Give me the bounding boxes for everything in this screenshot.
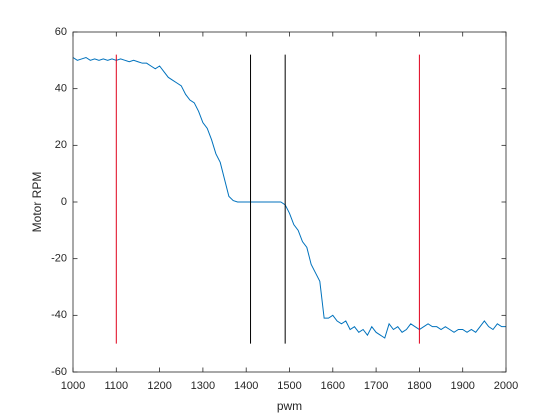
data-line (72, 56, 506, 339)
y-tick-label: 0 (61, 196, 67, 208)
x-tick-label: 2000 (494, 380, 518, 392)
plot-box (72, 31, 507, 373)
x-axis-label: pwm (277, 399, 302, 413)
y-tick-label: 60 (55, 26, 67, 38)
y-tick-label: -60 (51, 366, 67, 378)
x-tick-label: 1000 (61, 380, 85, 392)
y-tick-label: -20 (51, 253, 67, 265)
x-tick-label: 1900 (450, 380, 474, 392)
x-tick-label: 1200 (147, 380, 171, 392)
x-tick-label: 1500 (277, 380, 301, 392)
x-tick-label: 1800 (407, 380, 431, 392)
x-tick-label: 1700 (364, 380, 388, 392)
x-tick-label: 1300 (191, 380, 215, 392)
x-tick-label: 1100 (104, 380, 128, 392)
x-tick-label: 1400 (234, 380, 258, 392)
y-tick-label: 20 (55, 139, 67, 151)
x-tick-label: 1600 (321, 380, 345, 392)
y-axis-label: Motor RPM (30, 172, 44, 233)
y-tick-label: 40 (55, 83, 67, 95)
y-tick-label: -40 (51, 309, 67, 321)
